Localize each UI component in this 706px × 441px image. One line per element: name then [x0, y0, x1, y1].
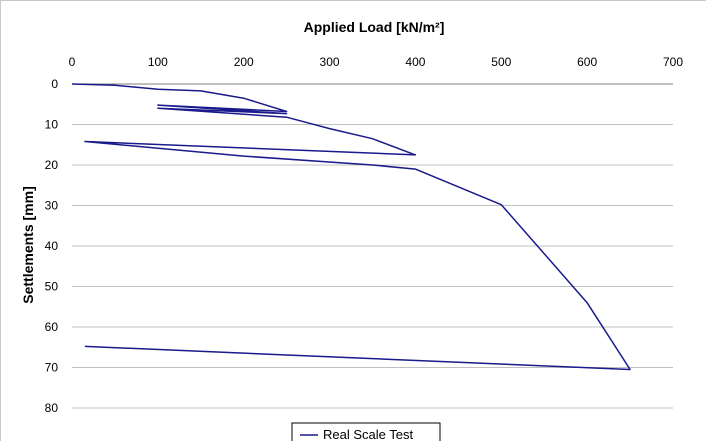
y-axis-title: Settlements [mm] — [20, 186, 36, 303]
y-tick-label-0: 0 — [51, 77, 58, 91]
x-tick-label-0: 0 — [69, 55, 76, 69]
y-tick-label-20: 20 — [45, 158, 59, 172]
x-tick-label-100: 100 — [148, 55, 168, 69]
x-tick-label-300: 300 — [320, 55, 340, 69]
gridlines — [72, 83, 673, 409]
x-tick-label-400: 400 — [405, 55, 425, 69]
x-tick-labels: 0 100 200 300 400 500 600 700 — [69, 55, 684, 69]
x-tick-label-500: 500 — [491, 55, 511, 69]
series-layer — [71, 83, 631, 371]
x-tick-label-600: 600 — [577, 55, 597, 69]
y-tick-label-10: 10 — [45, 118, 59, 132]
y-tick-label-70: 70 — [45, 361, 59, 375]
y-tick-label-50: 50 — [45, 280, 59, 294]
legend: Real Scale Test — [291, 422, 441, 441]
y-tick-label-80: 80 — [45, 401, 59, 415]
y-tick-label-60: 60 — [45, 320, 59, 334]
y-tick-label-30: 30 — [45, 199, 59, 213]
x-tick-label-700: 700 — [663, 55, 683, 69]
x-tick-label-200: 200 — [234, 55, 254, 69]
y-tick-labels: 0 10 20 30 40 50 60 70 80 — [45, 77, 59, 415]
legend-label: Real Scale Test — [323, 427, 413, 441]
series-line-0 — [71, 83, 631, 371]
y-tick-label-40: 40 — [45, 239, 59, 253]
legend-box — [291, 422, 441, 441]
x-axis-title: Applied Load [kN/m²] — [304, 19, 445, 35]
